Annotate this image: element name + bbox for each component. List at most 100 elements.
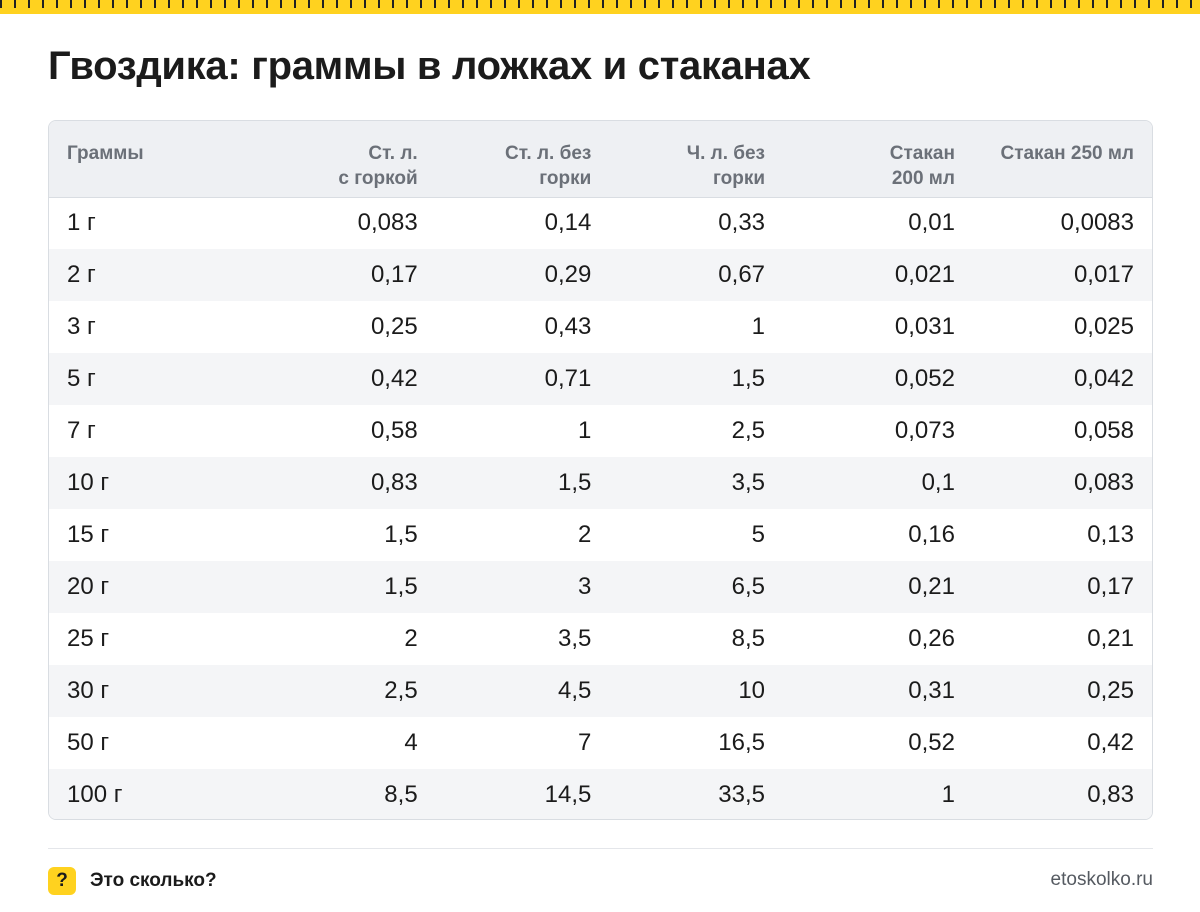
table-row: 15 г 1,5 2 5 0,16 0,13 bbox=[49, 509, 1152, 561]
value-cell: 4 bbox=[404, 729, 418, 756]
column-header: Стакан 200 мл bbox=[765, 121, 955, 197]
column-header-line: с горкой bbox=[338, 168, 418, 189]
value-cell: 8,5 bbox=[384, 781, 418, 808]
value-cell: 0,017 bbox=[1073, 261, 1134, 288]
value-cell: 33,5 bbox=[718, 781, 766, 808]
column-header-line: Ч. л. без bbox=[686, 143, 766, 164]
value-cell: 8,5 bbox=[731, 625, 766, 652]
value-cell: 0,01 bbox=[908, 209, 955, 237]
value-cell: 0,042 bbox=[1073, 365, 1134, 392]
table-header-row: Граммы Ст. л. с горкой Ст. л. без горки Ч.… bbox=[49, 121, 1152, 197]
value-cell: 0,25 bbox=[370, 313, 418, 340]
value-cell: 0,25 bbox=[1087, 677, 1134, 704]
table-row: 3 г 0,25 0,43 1 0,031 0,025 bbox=[49, 301, 1152, 353]
column-header-line: горки bbox=[539, 168, 592, 189]
table-row: 2 г 0,17 0,29 0,67 0,021 0,017 bbox=[49, 249, 1152, 301]
table-body: 1 г 0,083 0,14 0,33 0,01 0,0083 2 г 0,17 0,29 0,6… bbox=[49, 197, 1152, 819]
value-cell: 0,16 bbox=[908, 521, 955, 548]
table-row: 50 г 4 7 16,5 0,52 0,42 bbox=[49, 717, 1152, 769]
value-cell: 4,5 bbox=[557, 677, 592, 704]
column-header-line: Ст. л. bbox=[368, 143, 418, 164]
value-cell: 0,83 bbox=[370, 469, 418, 496]
value-cell: 0,21 bbox=[1087, 625, 1134, 652]
value-cell: 0,17 bbox=[370, 261, 418, 288]
site-url: etoskolko.ru bbox=[1050, 869, 1153, 890]
value-cell: 0,052 bbox=[894, 365, 955, 392]
value-cell: 3,5 bbox=[731, 469, 766, 496]
value-cell: 7 bbox=[577, 729, 592, 756]
table-row: 30 г 2,5 4,5 10 0,31 0,25 bbox=[49, 665, 1152, 717]
value-cell: 0,31 bbox=[908, 677, 955, 704]
grams-cell: 10 г bbox=[67, 469, 110, 496]
value-cell: 0,83 bbox=[1087, 781, 1134, 808]
grams-cell: 25 г bbox=[67, 625, 110, 652]
grams-cell: 50 г bbox=[67, 729, 110, 756]
column-header: Граммы bbox=[49, 121, 270, 197]
value-cell: 1,5 bbox=[557, 469, 592, 496]
column-header: Ст. л. без горки bbox=[418, 121, 592, 197]
column-header-line: 200 мл bbox=[891, 168, 955, 189]
value-cell: 0,025 bbox=[1073, 313, 1134, 340]
value-cell: 0,58 bbox=[370, 417, 418, 444]
value-cell: 2 bbox=[404, 625, 418, 652]
page-title: Гвоздика: граммы в ложках и стаканах bbox=[48, 44, 811, 88]
table-row: 25 г 2 3,5 8,5 0,26 0,21 bbox=[49, 613, 1152, 665]
grams-cell: 15 г bbox=[67, 521, 110, 548]
value-cell: 2,5 bbox=[731, 417, 766, 444]
value-cell: 1,5 bbox=[384, 573, 418, 600]
value-cell: 2,5 bbox=[384, 677, 418, 704]
value-cell: 6,5 bbox=[731, 573, 766, 600]
brand-logo: ? Это сколько? bbox=[48, 867, 217, 895]
value-cell: 0,1 bbox=[921, 469, 955, 496]
table-row: 5 г 0,42 0,71 1,5 0,052 0,042 bbox=[49, 353, 1152, 405]
table-row: 7 г 0,58 1 2,5 0,073 0,058 bbox=[49, 405, 1152, 457]
value-cell: 16,5 bbox=[718, 729, 766, 756]
column-header-line: горки bbox=[712, 168, 766, 189]
brand-name: Это сколько? bbox=[90, 870, 217, 891]
value-cell: 0,021 bbox=[894, 261, 955, 288]
value-cell: 0,14 bbox=[544, 209, 592, 237]
value-cell: 0,43 bbox=[544, 313, 592, 340]
value-cell: 1 bbox=[577, 417, 592, 444]
value-cell: 10 bbox=[738, 677, 766, 704]
table-row: 1 г 0,083 0,14 0,33 0,01 0,0083 bbox=[49, 197, 1152, 249]
footer-divider bbox=[48, 848, 1153, 849]
grams-cell: 2 г bbox=[67, 261, 96, 288]
grams-cell: 30 г bbox=[67, 677, 110, 704]
value-cell: 0,21 bbox=[908, 573, 955, 600]
value-cell: 1 bbox=[941, 781, 955, 808]
value-cell: 0,71 bbox=[544, 365, 592, 392]
value-cell: 0,52 bbox=[908, 729, 955, 756]
column-header: Ч. л. без горки bbox=[591, 121, 765, 197]
grams-cell: 100 г bbox=[67, 781, 123, 808]
column-header-line: Граммы bbox=[67, 143, 144, 164]
table-row: 20 г 1,5 3 6,5 0,21 0,17 bbox=[49, 561, 1152, 613]
column-header-line: Стакан bbox=[889, 143, 955, 164]
column-header-line: Ст. л. без bbox=[505, 143, 592, 164]
grams-cell: 7 г bbox=[67, 417, 96, 444]
table-row: 100 г 8,5 14,5 33,5 1 0,83 bbox=[49, 769, 1152, 819]
conversion-table: Граммы Ст. л. с горкой Ст. л. без горки Ч.… bbox=[48, 120, 1153, 820]
value-cell: 0,031 bbox=[894, 313, 955, 340]
value-cell: 0,0083 bbox=[1060, 209, 1134, 237]
value-cell: 0,13 bbox=[1087, 521, 1134, 548]
value-cell: 1 bbox=[751, 313, 766, 340]
column-header: Стакан 250 мл bbox=[955, 121, 1152, 197]
value-cell: 3 bbox=[577, 573, 592, 600]
value-cell: 0,073 bbox=[894, 417, 955, 444]
column-header: Ст. л. с горкой bbox=[270, 121, 417, 197]
grams-cell: 5 г bbox=[67, 365, 96, 392]
ruler-decoration bbox=[0, 0, 1200, 14]
value-cell: 0,42 bbox=[1087, 729, 1134, 756]
value-cell: 0,058 bbox=[1073, 417, 1134, 444]
value-cell: 0,67 bbox=[718, 261, 766, 288]
value-cell: 0,083 bbox=[357, 209, 418, 237]
value-cell: 1,5 bbox=[384, 521, 418, 548]
table-row: 10 г 0,83 1,5 3,5 0,1 0,083 bbox=[49, 457, 1152, 509]
value-cell: 0,17 bbox=[1087, 573, 1134, 600]
question-badge-icon: ? bbox=[48, 867, 76, 895]
grams-cell: 1 г bbox=[67, 209, 96, 237]
value-cell: 2 bbox=[577, 521, 592, 548]
value-cell: 3,5 bbox=[557, 625, 592, 652]
column-header-line: Стакан 250 мл bbox=[1000, 143, 1134, 164]
